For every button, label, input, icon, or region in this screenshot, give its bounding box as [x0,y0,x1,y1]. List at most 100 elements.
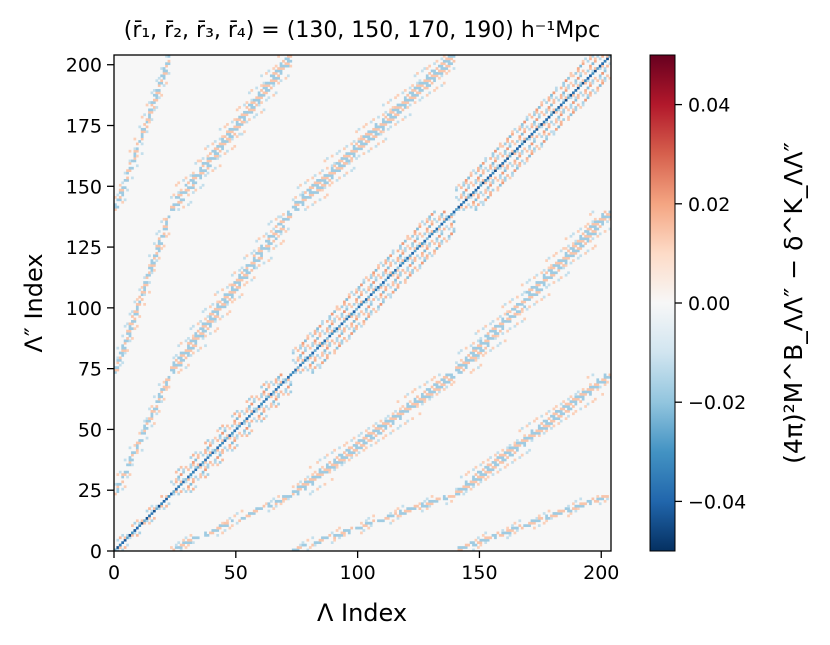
heatmap-cell [554,127,558,131]
heatmap-cell [520,320,524,323]
heatmap-cell [420,502,424,506]
heatmap-cell [172,356,176,360]
heatmap-cell [335,533,339,537]
heatmap-cell [330,332,334,335]
heatmap-cell [230,147,234,151]
heatmap-cell [494,157,497,160]
heatmap-cell [357,439,361,442]
heatmap-cell [340,305,344,309]
heatmap-cell [540,125,544,129]
heatmap-cell [557,278,561,282]
heatmap-cell [301,358,305,362]
heatmap-cell [143,290,146,294]
heatmap-cell [484,179,488,182]
heatmap-cell [513,531,517,535]
heatmap-cell [479,166,483,170]
heatmap-cell [138,431,142,435]
heatmap-cell [206,463,210,467]
heatmap-cell [269,234,273,238]
heatmap-cell [438,69,441,73]
heatmap-cell [323,470,327,474]
heatmap-cell [269,230,273,233]
heatmap-cell [540,142,544,146]
heatmap-cell [282,59,285,63]
heatmap-cell [584,392,587,396]
heatmap-cell [250,108,254,112]
heatmap-cell [145,120,149,124]
heatmap-cell [406,419,410,423]
heatmap-cell [481,327,485,331]
heatmap-cell [121,349,125,352]
heatmap-cell [364,123,368,126]
heatmap-cell [559,512,563,515]
heatmap-cell [289,383,293,386]
heatmap-cell [542,521,546,525]
heatmap-cell [518,161,522,165]
heatmap-cell [184,465,188,469]
heatmap-cell [445,57,449,61]
heatmap-cell [347,529,351,532]
heatmap-cell [377,266,380,270]
heatmap-cell [396,507,400,510]
heatmap-cell [252,266,256,270]
heatmap-cell [484,531,488,535]
heatmap-cell [513,152,517,155]
heatmap-cell [381,422,385,425]
heatmap-cell [299,546,302,549]
heatmap-cell [550,93,553,97]
heatmap-cell [389,118,393,121]
heatmap-cell [145,509,149,513]
heatmap-cell [335,339,339,343]
heatmap-cell [313,329,317,333]
heatmap-cell [401,103,405,107]
heatmap-cell [216,290,220,294]
heatmap-cell [148,254,151,258]
heatmap-cell [335,461,339,464]
heatmap-cell [545,110,548,114]
heatmap-cell [406,402,410,406]
heatmap-cell [428,392,432,396]
heatmap-cell [572,91,575,95]
heatmap-cell [537,429,541,433]
heatmap-cell [508,315,512,318]
heatmap-cell [150,504,154,508]
heatmap-cell [576,76,580,80]
heatmap-cell [450,232,453,236]
heatmap-cell [425,76,429,80]
heatmap-cell [520,132,524,136]
heatmap-cell [196,456,200,459]
heatmap-cell [209,441,212,445]
heatmap-cell [233,298,237,301]
heatmap-cell [267,222,271,226]
heatmap-cell [318,541,322,544]
heatmap-cell [138,441,142,445]
heatmap-cell [340,456,344,459]
heatmap-cell [274,69,278,73]
heatmap-cell [191,346,195,350]
heatmap-cell [243,422,246,425]
heatmap-cell [596,378,600,382]
heatmap-cell [452,220,456,224]
heatmap-cell [338,334,341,338]
heatmap-cell [389,512,393,515]
heatmap-cell [238,132,241,136]
heatmap-cell [135,149,139,153]
heatmap-cell [486,341,490,345]
heatmap-cell [213,315,217,318]
heatmap-cell [562,81,566,85]
heatmap-cell [413,400,417,403]
heatmap-cell [372,137,375,141]
heatmap-cell [535,273,539,277]
heatmap-cell [581,103,585,107]
heatmap-cell [194,536,198,540]
heatmap-cell [447,227,451,231]
heatmap-cell [216,529,220,532]
heatmap-cell [343,154,346,158]
heatmap-cell [126,329,129,333]
heatmap-cell [542,431,546,435]
heatmap-cell [416,237,419,241]
heatmap-cell [606,497,609,501]
heatmap-cell [145,118,149,121]
heatmap-cell [325,174,329,177]
heatmap-cell [438,373,441,377]
